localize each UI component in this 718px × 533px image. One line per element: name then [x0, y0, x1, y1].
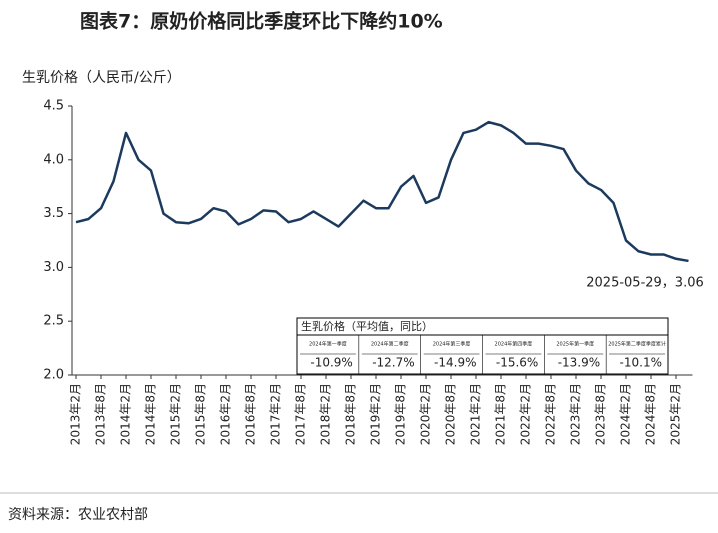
x-tick-label: 2020年8月 — [444, 383, 458, 445]
x-tick-label: 2022年8月 — [544, 383, 558, 445]
y-tick-label: 3.5 — [43, 206, 64, 221]
table-header: 2025年第二季度季度累计 — [608, 341, 666, 348]
source: 资料来源：农业农村部 — [8, 507, 148, 523]
table-cell: -15.6% — [496, 356, 538, 370]
table-cell: -13.9% — [558, 356, 600, 370]
x-tick-label: 2019年8月 — [394, 383, 408, 445]
table-cell: -14.9% — [434, 356, 476, 370]
x-tick-label: 2018年8月 — [344, 383, 358, 445]
y-tick-label: 4.0 — [43, 152, 64, 167]
x-tick-label: 2013年8月 — [94, 383, 108, 445]
table-cell: -12.7% — [372, 356, 414, 370]
x-tick-label: 2014年8月 — [144, 383, 158, 445]
x-tick-label: 2025年2月 — [669, 383, 683, 445]
table-cell: -10.1% — [620, 356, 662, 370]
table-header: 2024年第二季度 — [371, 341, 409, 348]
chart-title: 图表7：原奶价格同比季度环比下降约10% — [80, 10, 443, 33]
y-tick-label: 2.0 — [43, 368, 64, 383]
x-tick-label: 2016年8月 — [244, 383, 258, 445]
y-tick-label: 4.5 — [43, 99, 64, 114]
x-tick-label: 2022年2月 — [519, 383, 533, 445]
table-header: 2024年第一季度 — [309, 341, 347, 348]
x-tick-label: 2024年8月 — [644, 383, 658, 445]
table-header: 2024年第四季度 — [495, 341, 533, 348]
x-tick-label: 2014年2月 — [119, 383, 133, 445]
x-tick-label: 2020年2月 — [419, 383, 433, 445]
x-tick-label: 2024年2月 — [619, 383, 633, 445]
x-tick-label: 2018年2月 — [319, 383, 333, 445]
table-header: 2025年第一季度 — [556, 341, 594, 348]
x-tick-label: 2021年2月 — [469, 383, 483, 445]
x-tick-label: 2017年8月 — [294, 383, 308, 445]
x-tick-label: 2013年2月 — [69, 383, 83, 445]
x-tick-label: 2015年2月 — [169, 383, 183, 445]
x-tick-label: 2021年8月 — [494, 383, 508, 445]
table-cell: -10.9% — [310, 356, 352, 370]
x-tick-label: 2023年8月 — [594, 383, 608, 445]
x-tick-label: 2019年2月 — [369, 383, 383, 445]
table-header: 2024年第三季度 — [433, 341, 471, 348]
annotation: 2025-05-29，3.06 — [586, 276, 704, 291]
price-line — [75, 120, 689, 263]
x-tick-label: 2017年2月 — [269, 383, 283, 445]
y-axis-label: 生乳价格（人民币/公斤） — [22, 70, 181, 86]
y-tick-label: 2.5 — [43, 314, 64, 329]
x-tick-label: 2023年2月 — [569, 383, 583, 445]
x-tick-label: 2015年8月 — [194, 383, 208, 445]
table-title: 生乳价格（平均值，同比） — [301, 319, 433, 333]
x-tick-label: 2016年2月 — [219, 383, 233, 445]
y-tick-label: 3.0 — [43, 260, 64, 275]
